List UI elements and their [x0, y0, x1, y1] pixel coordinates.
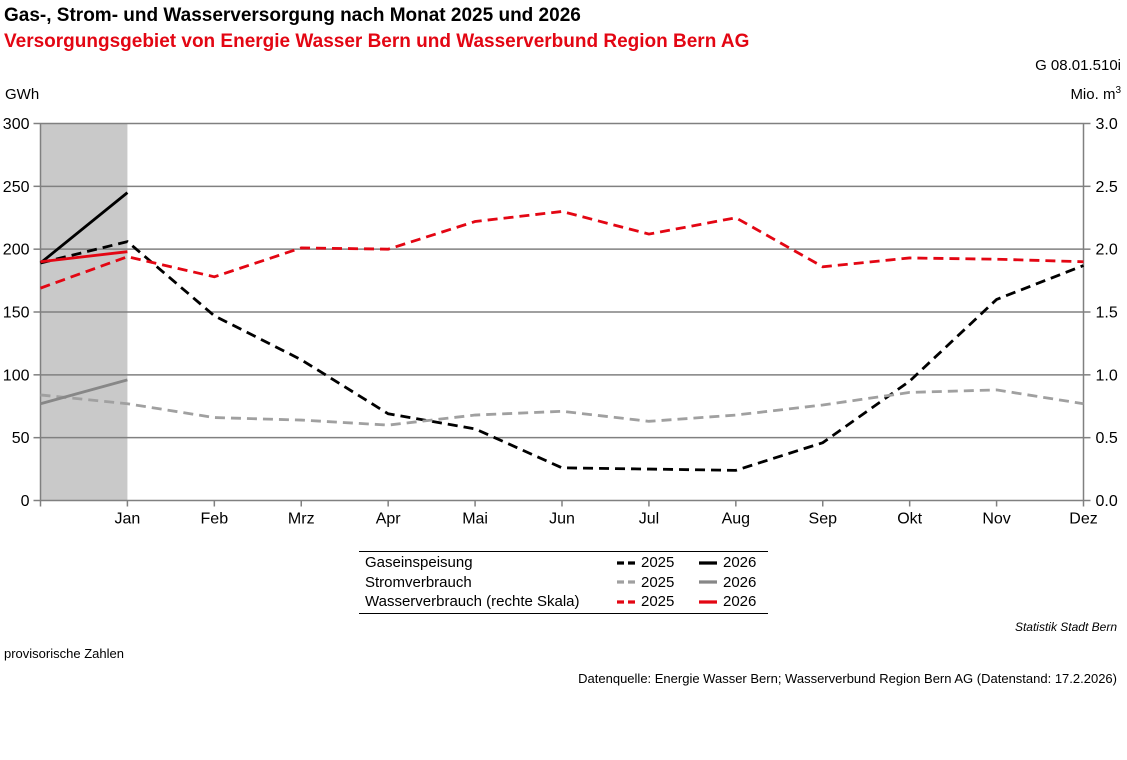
legend-year-label: 2025 — [641, 593, 675, 611]
series-line-gaseinspeisung-2026 — [39, 191, 129, 265]
legend-year-label: 2026 — [723, 593, 757, 611]
y-right-tick-label: 1.5 — [1096, 305, 1118, 322]
right-axis-unit-base: Mio. m — [1070, 86, 1116, 103]
legend-series-label: Wasserverbrauch (rechte Skala) — [365, 593, 580, 611]
series-line-wasserverbrauch-2025 — [40, 210, 1084, 290]
axes — [39, 123, 1085, 507]
month-label: Apr — [376, 511, 402, 528]
series-line-wasserverbrauch-2026 — [40, 250, 128, 264]
y-left-tick-label: 50 — [12, 430, 30, 447]
legend-year-label: 2025 — [641, 573, 675, 591]
legend-row: Wasserverbrauch (rechte Skala) 2025 2026 — [359, 592, 768, 612]
legend-row: Gaseinspeisung 2025 2026 — [359, 553, 768, 573]
series-line-gaseinspeisung-2025 — [40, 240, 1085, 472]
chart-legend: Gaseinspeisung 2025 2026 Stromverbrauch 2025… — [359, 551, 768, 614]
legend-series-label: Gaseinspeisung — [365, 554, 473, 572]
right-axis-unit-label: Mio. m3 — [1070, 85, 1121, 104]
y-right-tick-label: 0.5 — [1096, 430, 1118, 447]
page-subtitle: Versorgungsgebiet von Energie Wasser Ber… — [4, 31, 750, 52]
month-label: Jun — [549, 511, 575, 528]
legend-solid-line-sample — [699, 580, 717, 584]
y-right-tick-label: 0.0 — [1096, 493, 1118, 510]
month-label: Okt — [897, 511, 922, 528]
legend-dashed-line-sample — [617, 580, 635, 584]
right-axis-unit-superscript: 3 — [1115, 85, 1121, 96]
gridlines — [33, 122, 1091, 502]
y-left-tick-label: 150 — [3, 305, 30, 322]
legend-solid-line-sample — [699, 561, 717, 565]
series-line-stromverbrauch-2025 — [40, 388, 1084, 427]
y-left-tick-label: 100 — [3, 367, 30, 384]
legend-year-label: 2026 — [723, 573, 757, 591]
page-title: Gas-, Strom- und Wasserversorgung nach M… — [4, 5, 581, 26]
month-label: Dez — [1069, 511, 1097, 528]
month-label: Jan — [115, 511, 141, 528]
left-axis-unit-label: GWh — [5, 86, 40, 103]
legend-solid-line-sample — [699, 600, 717, 604]
legend-year-label: 2026 — [723, 554, 757, 572]
month-label: Sep — [809, 511, 838, 528]
month-label: Mrz — [288, 511, 315, 528]
y-right-tick-label: 1.0 — [1096, 367, 1118, 384]
month-label: Aug — [722, 511, 750, 528]
y-right-tick-label: 2.5 — [1096, 179, 1118, 196]
y-left-tick-label: 300 — [3, 116, 30, 133]
month-label: Jul — [639, 511, 659, 528]
attribution-text: Statistik Stadt Bern — [1014, 620, 1117, 634]
legend-row: Stromverbrauch 2025 2026 — [359, 573, 768, 593]
y-left-tick-label: 200 — [3, 242, 30, 259]
y-left-tick-label: 250 — [3, 179, 30, 196]
legend-year-label: 2025 — [641, 554, 675, 572]
y-right-tick-label: 3.0 — [1096, 116, 1118, 133]
data-source-text: Datenquelle: Energie Wasser Bern; Wasser… — [578, 671, 1117, 686]
legend-dashed-line-sample — [617, 600, 635, 604]
month-label: Feb — [201, 511, 229, 528]
legend-series-label: Stromverbrauch — [365, 573, 472, 591]
y-axis-right-labels: 0.0 0.5 1.0 1.5 2.0 2.5 3.0 — [1096, 116, 1118, 510]
legend-dashed-line-sample — [617, 561, 635, 565]
y-axis-left-labels: 0 50 100 150 200 250 300 — [3, 116, 30, 510]
reference-code: G 08.01.510i — [1035, 57, 1121, 74]
month-label: Nov — [982, 511, 1010, 528]
y-right-tick-label: 2.0 — [1096, 242, 1118, 259]
provisional-note: provisorische Zahlen — [4, 646, 124, 661]
line-chart-canvas: 0 50 100 150 200 250 300 0.0 0.5 1.0 1.5 2.0 2.5 3.0 J… — [3, 116, 1118, 528]
x-axis-labels: Jan Feb Mrz Apr Mai Jun Jul Aug Sep Okt Nov Dez — [115, 511, 1098, 528]
series-line-stromverbrauch-2026 — [40, 378, 128, 406]
month-label: Mai — [462, 511, 488, 528]
y-left-tick-label: 0 — [21, 493, 30, 510]
